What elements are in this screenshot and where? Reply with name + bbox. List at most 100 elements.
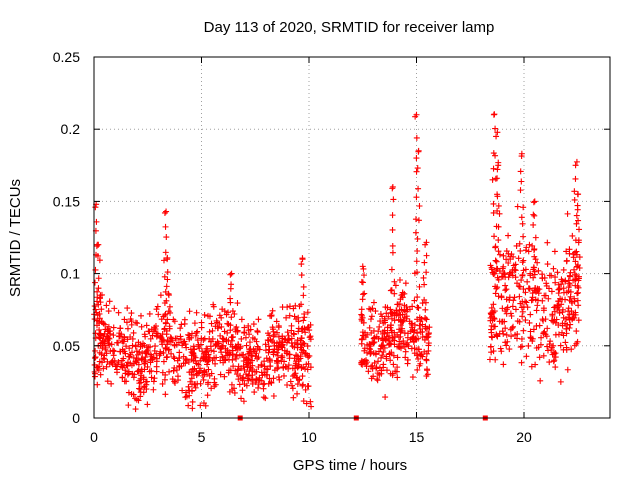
data-point <box>506 294 513 301</box>
y-tick-label: 0.1 <box>61 266 81 282</box>
data-point <box>107 328 114 335</box>
data-point <box>271 367 278 374</box>
data-point <box>129 335 136 342</box>
data-point <box>387 357 394 364</box>
data-point <box>543 280 550 287</box>
grid <box>94 57 610 418</box>
data-point <box>371 334 378 341</box>
data-point <box>566 311 573 318</box>
data-point <box>573 272 580 279</box>
data-point <box>562 277 569 284</box>
data-point <box>550 318 557 325</box>
data-point <box>370 373 377 380</box>
data-point <box>164 316 171 323</box>
data-point <box>542 292 549 299</box>
data-point <box>373 365 380 372</box>
data-point <box>543 333 550 340</box>
data-point <box>191 365 198 372</box>
data-point <box>359 263 366 270</box>
data-point <box>229 308 236 315</box>
data-point <box>217 371 224 378</box>
data-point <box>396 277 403 284</box>
data-point <box>201 335 208 342</box>
data-point <box>119 374 126 381</box>
data-point <box>230 363 237 370</box>
data-point <box>95 275 102 282</box>
data-point <box>520 285 527 292</box>
data-point <box>293 352 300 359</box>
data-point <box>188 388 195 395</box>
data-point <box>421 348 428 355</box>
data-point <box>103 363 110 370</box>
data-point <box>358 306 365 313</box>
data-point <box>573 212 580 219</box>
data-point <box>287 378 294 385</box>
data-point <box>518 359 525 366</box>
data-point <box>417 329 424 336</box>
data-point <box>215 340 222 347</box>
x-tick-labels: 0 5 10 15 20 <box>90 429 532 445</box>
data-point <box>558 281 565 288</box>
data-point <box>369 305 376 312</box>
data-point <box>388 315 395 322</box>
data-point <box>522 266 529 273</box>
data-point <box>122 370 129 377</box>
data-point <box>177 333 184 340</box>
data-point <box>238 351 245 358</box>
data-point <box>280 364 287 371</box>
data-point <box>524 278 531 285</box>
data-point <box>536 354 543 361</box>
data-point <box>92 204 99 211</box>
data-point <box>233 324 240 331</box>
data-point <box>516 318 523 325</box>
data-point <box>575 217 582 224</box>
data-point <box>513 242 520 249</box>
data-point <box>532 285 539 292</box>
data-point <box>203 353 210 360</box>
data-point <box>489 176 496 183</box>
data-point <box>225 309 232 316</box>
data-point <box>243 342 250 349</box>
data-point <box>304 383 311 390</box>
data-point <box>414 248 421 255</box>
data-point <box>423 366 430 373</box>
data-point <box>416 362 423 369</box>
data-point <box>491 270 498 277</box>
data-point <box>172 379 179 386</box>
data-point <box>159 336 166 343</box>
data-point <box>130 354 137 361</box>
data-point <box>284 381 291 388</box>
data-point <box>225 350 232 357</box>
data-point <box>200 376 207 383</box>
data-point <box>201 369 208 376</box>
data-point <box>270 333 277 340</box>
data-point <box>532 296 539 303</box>
data-point <box>164 276 171 283</box>
data-point <box>552 350 559 357</box>
data-point <box>104 378 111 385</box>
data-point <box>566 250 573 257</box>
data-point <box>522 317 529 324</box>
data-point <box>129 342 136 349</box>
data-point <box>497 345 504 352</box>
data-point <box>275 333 282 340</box>
data-point <box>231 389 238 396</box>
data-point <box>389 336 396 343</box>
data-point <box>389 249 396 256</box>
data-point <box>389 226 396 233</box>
data-point <box>538 334 545 341</box>
data-point <box>520 233 527 240</box>
data-point <box>125 389 132 396</box>
data-point <box>380 361 387 368</box>
data-point <box>493 265 500 272</box>
data-point <box>244 375 251 382</box>
data-point <box>270 392 277 399</box>
data-point <box>254 355 261 362</box>
data-point <box>574 191 581 198</box>
data-point <box>102 335 109 342</box>
data-point <box>552 279 559 286</box>
data-point <box>102 326 109 333</box>
data-point <box>120 355 127 362</box>
data-point <box>414 294 421 301</box>
